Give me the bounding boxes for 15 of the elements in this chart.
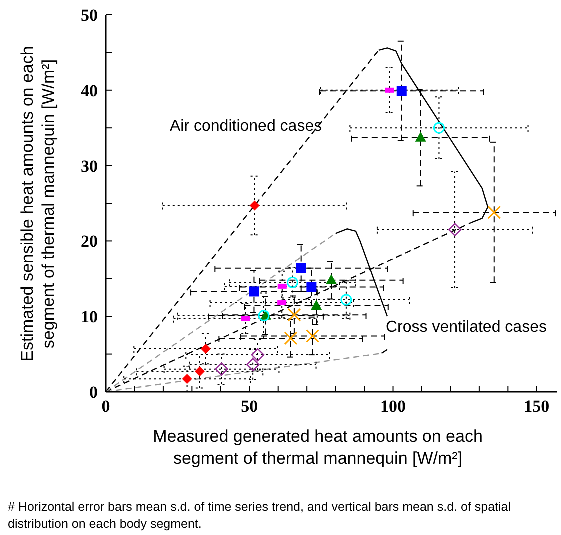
y-tick-label: 10 — [81, 308, 98, 327]
x-tick-label: 50 — [241, 397, 258, 416]
y-tick-label: 30 — [81, 156, 98, 176]
y-tick-label: 50 — [81, 6, 98, 26]
annotation: Cross ventilated cases — [386, 319, 547, 336]
y-tick-label: 0 — [90, 383, 98, 402]
text: # Horizontal error bars mean s.d. of time series trend, and vertical bars mean s.d. of spatial distribution on each body segment. — [8, 500, 512, 531]
y-tick-label: 20 — [81, 232, 98, 252]
annotation: Air conditioned cases — [170, 118, 322, 135]
y-axis-title: Estimated sensible heat amounts on each segment of thermal mannequin [W/m²] — [18, 46, 58, 362]
y-tick-label: 40 — [81, 81, 98, 100]
x-tick-label: 100 — [380, 397, 406, 416]
x-tick-label: 0 — [102, 397, 110, 416]
x-axis-title: Measured generated heat amounts on each segment of thermal mannequin [W/m²] — [153, 427, 483, 468]
x-tick-label: 150 — [524, 397, 550, 416]
